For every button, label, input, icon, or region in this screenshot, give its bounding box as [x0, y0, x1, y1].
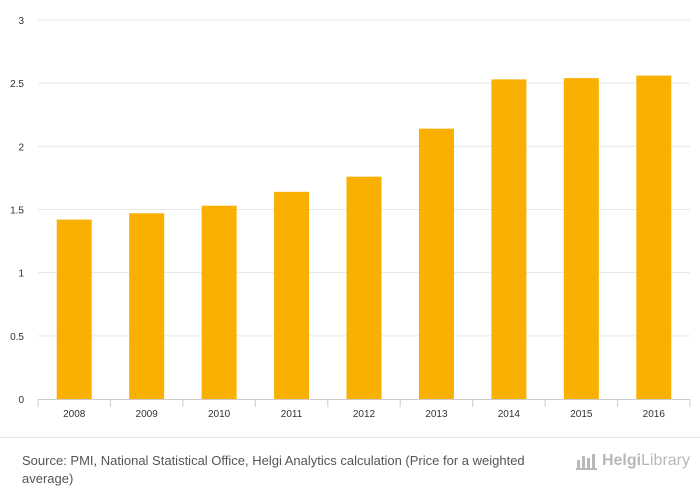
- x-tick-label: 2009: [136, 409, 159, 420]
- x-tick-label: 2011: [281, 409, 303, 420]
- helgi-library-logo-icon: [575, 454, 597, 470]
- bar: [636, 75, 672, 399]
- y-tick-label: 0: [18, 395, 24, 406]
- bar: [56, 219, 92, 399]
- x-tick-label: 2010: [208, 409, 231, 420]
- bar: [491, 79, 527, 400]
- chart: 0 0.5 1 1.5 2 2.5 3 2008 2009 2010 2011 2012 2013 201…: [10, 16, 691, 420]
- x-tick-label: 2015: [570, 409, 593, 420]
- y-tick-label: 2.5: [10, 79, 24, 90]
- source-note: Source: PMI, National Statistical Office…: [22, 453, 525, 486]
- y-tick-label: 1.5: [10, 206, 24, 217]
- x-tick-label: 2008: [63, 409, 86, 420]
- footer: Source: PMI, National Statistical Office…: [0, 437, 700, 501]
- bar-chart: 0 0.5 1 1.5 2 2.5 3 2008 2009 2010 2011 2012 2013 201…: [10, 16, 691, 420]
- bar: [346, 176, 382, 399]
- x-tick-label: 2013: [425, 409, 448, 420]
- x-tick-label: 2012: [353, 409, 376, 420]
- y-tick-label: 0.5: [10, 332, 24, 343]
- helgi-library-logo[interactable]: Helgi Library: [575, 452, 690, 470]
- logo-text-bold: Helgi: [601, 452, 642, 469]
- y-tick-label: 3: [18, 16, 24, 27]
- y-tick-label: 1: [18, 269, 24, 280]
- bar: [563, 78, 599, 399]
- bar: [274, 191, 310, 399]
- y-tick-label: 2: [18, 142, 24, 153]
- x-tick-label: 2016: [643, 409, 666, 420]
- bar: [129, 213, 165, 399]
- logo-text: Library: [641, 452, 690, 469]
- x-tick-label: 2014: [498, 409, 521, 420]
- bar: [418, 128, 454, 399]
- bar: [201, 205, 237, 399]
